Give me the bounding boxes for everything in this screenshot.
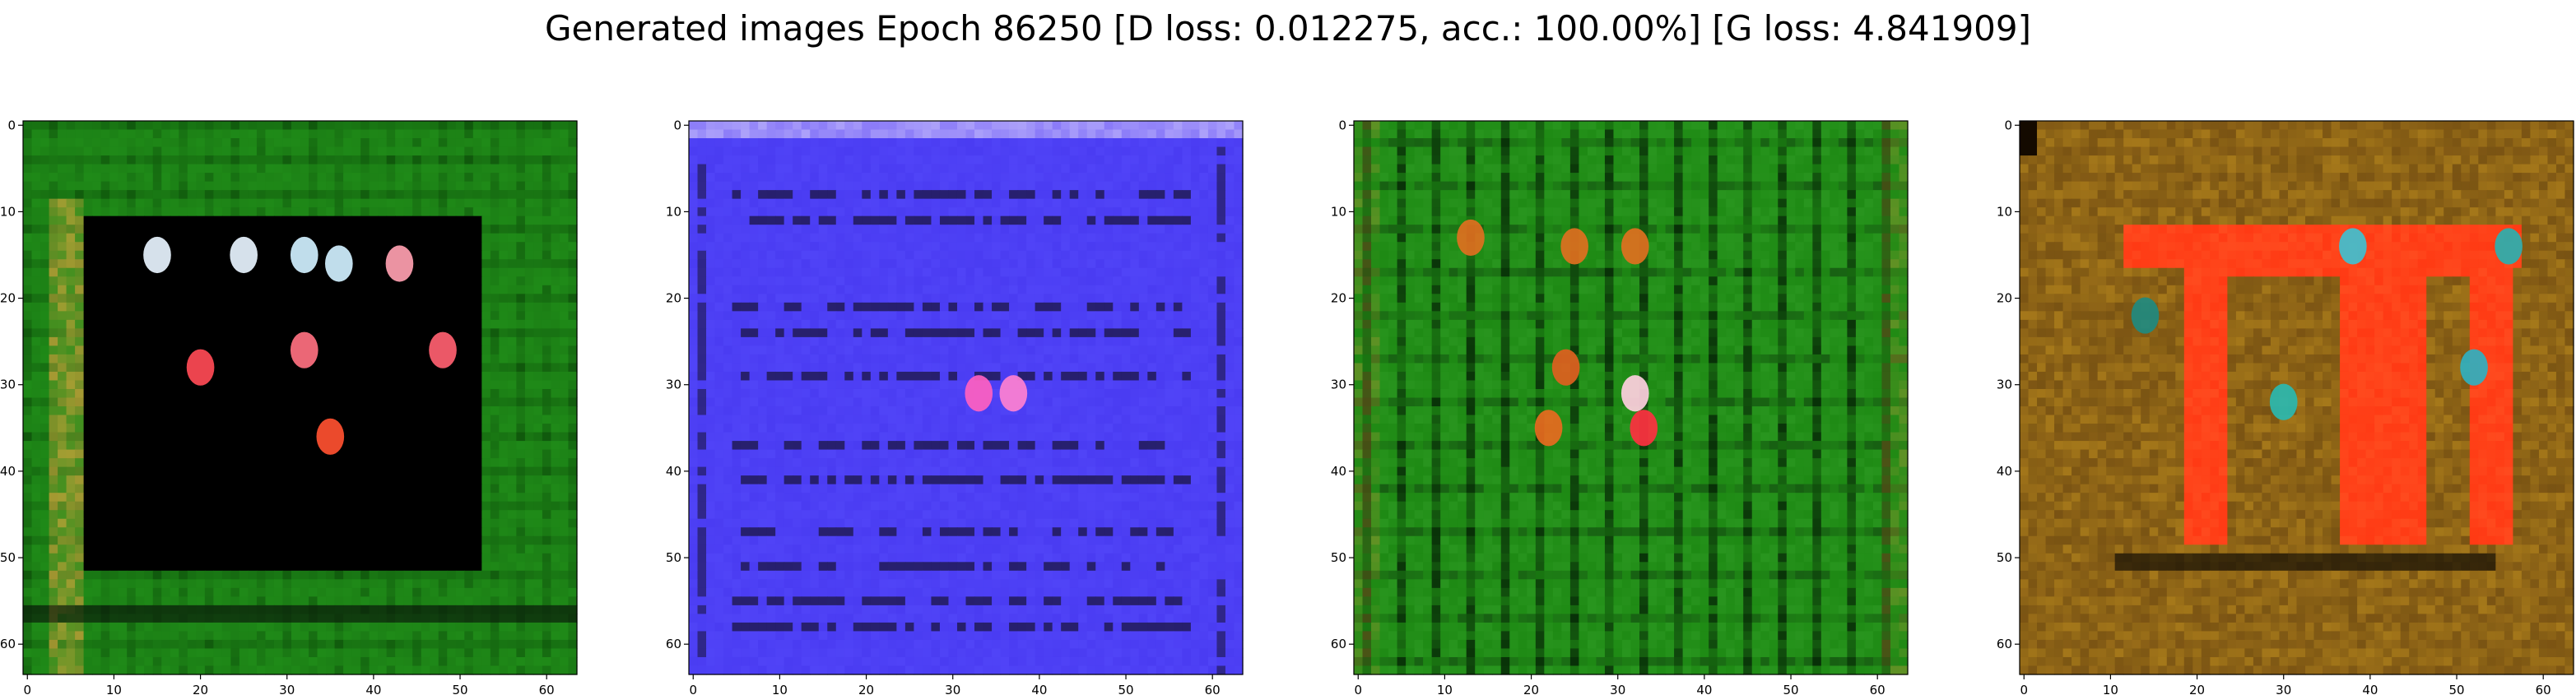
- y-tick-label: 20: [1331, 291, 1346, 306]
- y-tick-label: 50: [1331, 550, 1346, 565]
- image-feature-blob: [316, 419, 344, 455]
- y-tick-label: 30: [1997, 378, 2012, 392]
- y-tick-label: 50: [1997, 550, 2012, 565]
- image-feature-blob: [2339, 228, 2367, 264]
- y-tick-label: 10: [0, 204, 16, 219]
- x-tick-label: 40: [2362, 683, 2378, 695]
- x-tick-label: 30: [945, 683, 960, 695]
- x-tick-label: 20: [858, 683, 874, 695]
- y-tick-label: 40: [666, 464, 681, 479]
- image-feature-blob: [1621, 228, 1649, 264]
- y-tick-label: 50: [666, 550, 681, 565]
- x-tick-label: 10: [2103, 683, 2118, 695]
- image-panel-3: 0 10 20 30 40 50 60 0 10 20 30 40 50 60: [1331, 118, 1909, 695]
- image-panel-4: 0 10 20 30 40 50 60 0 10 20 30 40 50 60: [1997, 118, 2574, 695]
- x-tick-label: 60: [539, 683, 555, 695]
- image-panel-2: 0 10 20 30 40 50 60 0 10 20 30 40 50 60: [666, 118, 1244, 695]
- y-tick-label: 40: [1997, 464, 2012, 479]
- x-tick-label: 30: [1610, 683, 1625, 695]
- y-tick-label: 20: [1997, 291, 2012, 306]
- y-tick-label: 20: [0, 291, 16, 306]
- y-tick-label: 60: [1331, 637, 1346, 651]
- x-tick-label: 10: [106, 683, 122, 695]
- x-tick-label: 20: [2189, 683, 2205, 695]
- x-tick-label: 50: [452, 683, 467, 695]
- image-feature-blob: [1535, 410, 1563, 446]
- y-tick-label: 30: [1331, 378, 1346, 392]
- y-tick-label: 0: [7, 118, 16, 132]
- image-feature-blob: [291, 237, 319, 273]
- x-tick-label: 20: [193, 683, 208, 695]
- y-tick-label: 30: [0, 378, 16, 392]
- x-tick-label: 60: [1870, 683, 1886, 695]
- x-tick-label: 10: [772, 683, 788, 695]
- y-tick-label: 20: [666, 291, 681, 306]
- x-tick-label: 0: [23, 683, 31, 695]
- y-tick-label: 10: [1997, 204, 2012, 219]
- image-feature-blob: [1560, 228, 1588, 264]
- y-tick-label: 40: [0, 464, 16, 479]
- y-tick-label: 60: [0, 637, 16, 651]
- x-tick-label: 0: [1354, 683, 1362, 695]
- x-tick-label: 0: [2020, 683, 2028, 695]
- y-tick-label: 0: [673, 118, 681, 132]
- image-feature-blob: [1000, 375, 1028, 411]
- image-feature-blob: [2495, 228, 2523, 264]
- image-feature-blob: [2270, 384, 2298, 420]
- x-tick-label: 20: [1523, 683, 1539, 695]
- y-tick-label: 0: [2004, 118, 2012, 132]
- image-feature-blob: [965, 375, 993, 411]
- x-tick-label: 40: [1031, 683, 1047, 695]
- image-feature-blob: [143, 237, 171, 273]
- image-feature-blob: [429, 332, 457, 368]
- image-feature-blob: [2460, 350, 2488, 386]
- x-tick-label: 60: [1205, 683, 1221, 695]
- x-tick-label: 30: [279, 683, 295, 695]
- y-tick-label: 60: [1997, 637, 2012, 651]
- x-tick-label: 40: [1696, 683, 1712, 695]
- y-tick-label: 40: [1331, 464, 1346, 479]
- x-tick-label: 50: [1118, 683, 1133, 695]
- generated-image-1: [23, 121, 578, 675]
- image-feature-blob: [187, 350, 215, 386]
- x-tick-label: 60: [2536, 683, 2551, 695]
- x-tick-label: 40: [365, 683, 381, 695]
- y-tick-label: 30: [666, 378, 681, 392]
- image-feature-blob: [386, 245, 414, 281]
- image-feature-blob: [1552, 350, 1580, 386]
- image-feature-blob: [1457, 220, 1485, 256]
- image-feature-blob: [1630, 410, 1658, 446]
- image-feature-blob: [2132, 298, 2160, 334]
- image-feature-blob: [291, 332, 319, 368]
- image-feature-blob: [325, 245, 353, 281]
- y-tick-label: 10: [1331, 204, 1346, 219]
- y-tick-label: 10: [666, 204, 681, 219]
- y-tick-label: 60: [666, 637, 681, 651]
- x-tick-label: 50: [1783, 683, 1798, 695]
- x-tick-label: 50: [2448, 683, 2464, 695]
- image-feature-blob: [230, 237, 258, 273]
- x-tick-label: 30: [2276, 683, 2291, 695]
- image-panel-1: 0 10 20 30 40 50 60 0 10 20 30 40 50 60: [0, 118, 578, 695]
- image-feature-blob: [1621, 375, 1649, 411]
- y-tick-label: 50: [0, 550, 16, 565]
- x-tick-label: 10: [1437, 683, 1453, 695]
- y-tick-label: 0: [1338, 118, 1346, 132]
- x-tick-label: 0: [689, 683, 697, 695]
